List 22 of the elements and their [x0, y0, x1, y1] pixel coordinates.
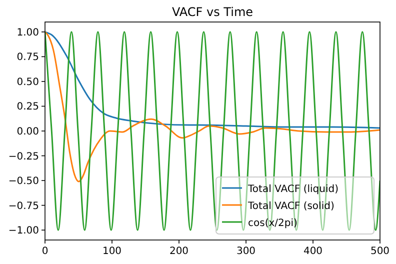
x-tick-label: 500 — [370, 246, 390, 257]
x-tick-label: 400 — [303, 246, 323, 257]
legend-label: Total VACF (liquid) — [247, 184, 339, 195]
y-tick-label: −0.50 — [8, 176, 39, 188]
x-tick-label: 100 — [102, 246, 122, 257]
chart-title: VACF vs Time — [172, 5, 254, 19]
legend-label: Total VACF (solid) — [247, 201, 334, 212]
y-tick-label: 0.25 — [16, 102, 39, 113]
line-series — [45, 31, 380, 182]
y-tick-label: −1.00 — [8, 226, 39, 237]
x-tick-label: 0 — [42, 246, 48, 257]
y-tick-label: 1.00 — [16, 27, 39, 38]
line-series — [45, 31, 380, 231]
legend-label: cos(x/2pi) — [248, 218, 298, 229]
y-tick-label: 0.50 — [16, 76, 39, 88]
x-tick-label: 300 — [236, 246, 256, 257]
y-tick-label: 0.00 — [16, 126, 39, 138]
y-tick-label: 0.75 — [16, 52, 39, 64]
y-tick-label: −0.25 — [8, 151, 39, 162]
x-tick-label: 200 — [169, 246, 189, 257]
y-tick-label: −0.75 — [8, 200, 39, 212]
line-series — [45, 31, 380, 129]
